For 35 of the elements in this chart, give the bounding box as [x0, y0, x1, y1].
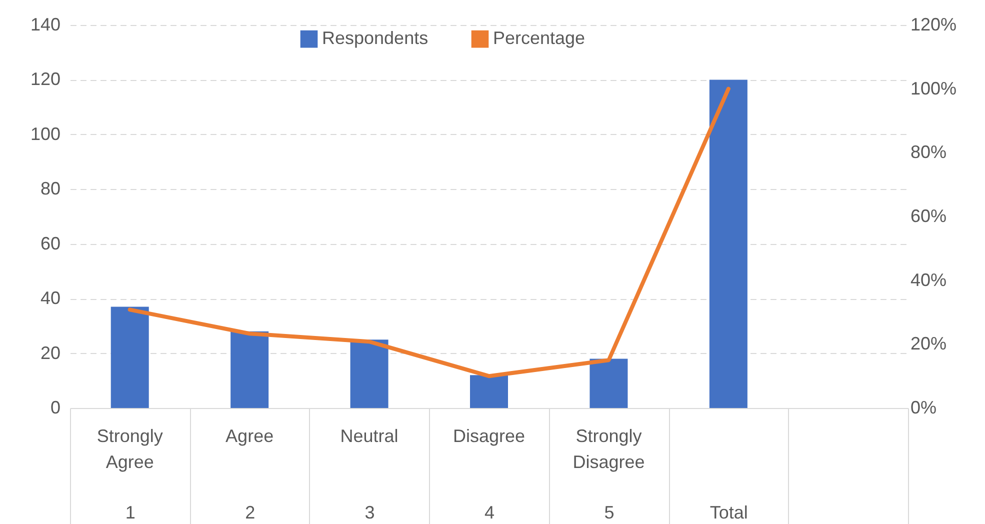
x-tick-label: 3: [364, 502, 375, 522]
bar: [110, 306, 149, 408]
bar: [230, 331, 269, 408]
y-tick-label: 40: [40, 288, 60, 308]
y-tick-label: 60: [40, 233, 60, 254]
x-tick-label: 1: [125, 502, 136, 522]
y-tick-label: 0: [50, 398, 60, 418]
text: Disagree: [452, 426, 526, 446]
legend-label: Percentage: [493, 28, 586, 48]
y-tick-label: 140: [30, 14, 60, 34]
y2-tick-label: 60%: [910, 206, 947, 226]
legend-label: Respondents: [322, 28, 428, 48]
bar: [590, 358, 628, 408]
text: Neutral: [340, 426, 398, 446]
y-tick-label: 120: [30, 69, 60, 90]
x-tick-label: 2: [245, 502, 256, 522]
bar: [470, 375, 508, 408]
y2-tick-label: 40%: [910, 270, 947, 290]
y-tick-label: 80: [40, 178, 60, 199]
x-tick-label: 4: [484, 502, 495, 522]
line-series: [128, 86, 730, 378]
y2-tick-label: 20%: [910, 334, 947, 354]
y2-tick-label: 0%: [910, 398, 937, 418]
text: Agree: [226, 426, 274, 446]
y-tick-label: 20: [40, 342, 60, 363]
x-tick-label: 5: [604, 502, 614, 522]
y2-tick-label: 100%: [910, 78, 957, 98]
y2-tick-label: 80%: [910, 142, 947, 162]
text: Strongly Agree: [96, 426, 163, 472]
text: Strongly Disagree: [572, 426, 645, 472]
y-tick-label: 100: [30, 124, 60, 144]
y2-tick-label: 120%: [910, 14, 957, 34]
bar: [350, 340, 388, 408]
bar: [709, 80, 748, 408]
x-tick-label: Total: [710, 502, 748, 522]
